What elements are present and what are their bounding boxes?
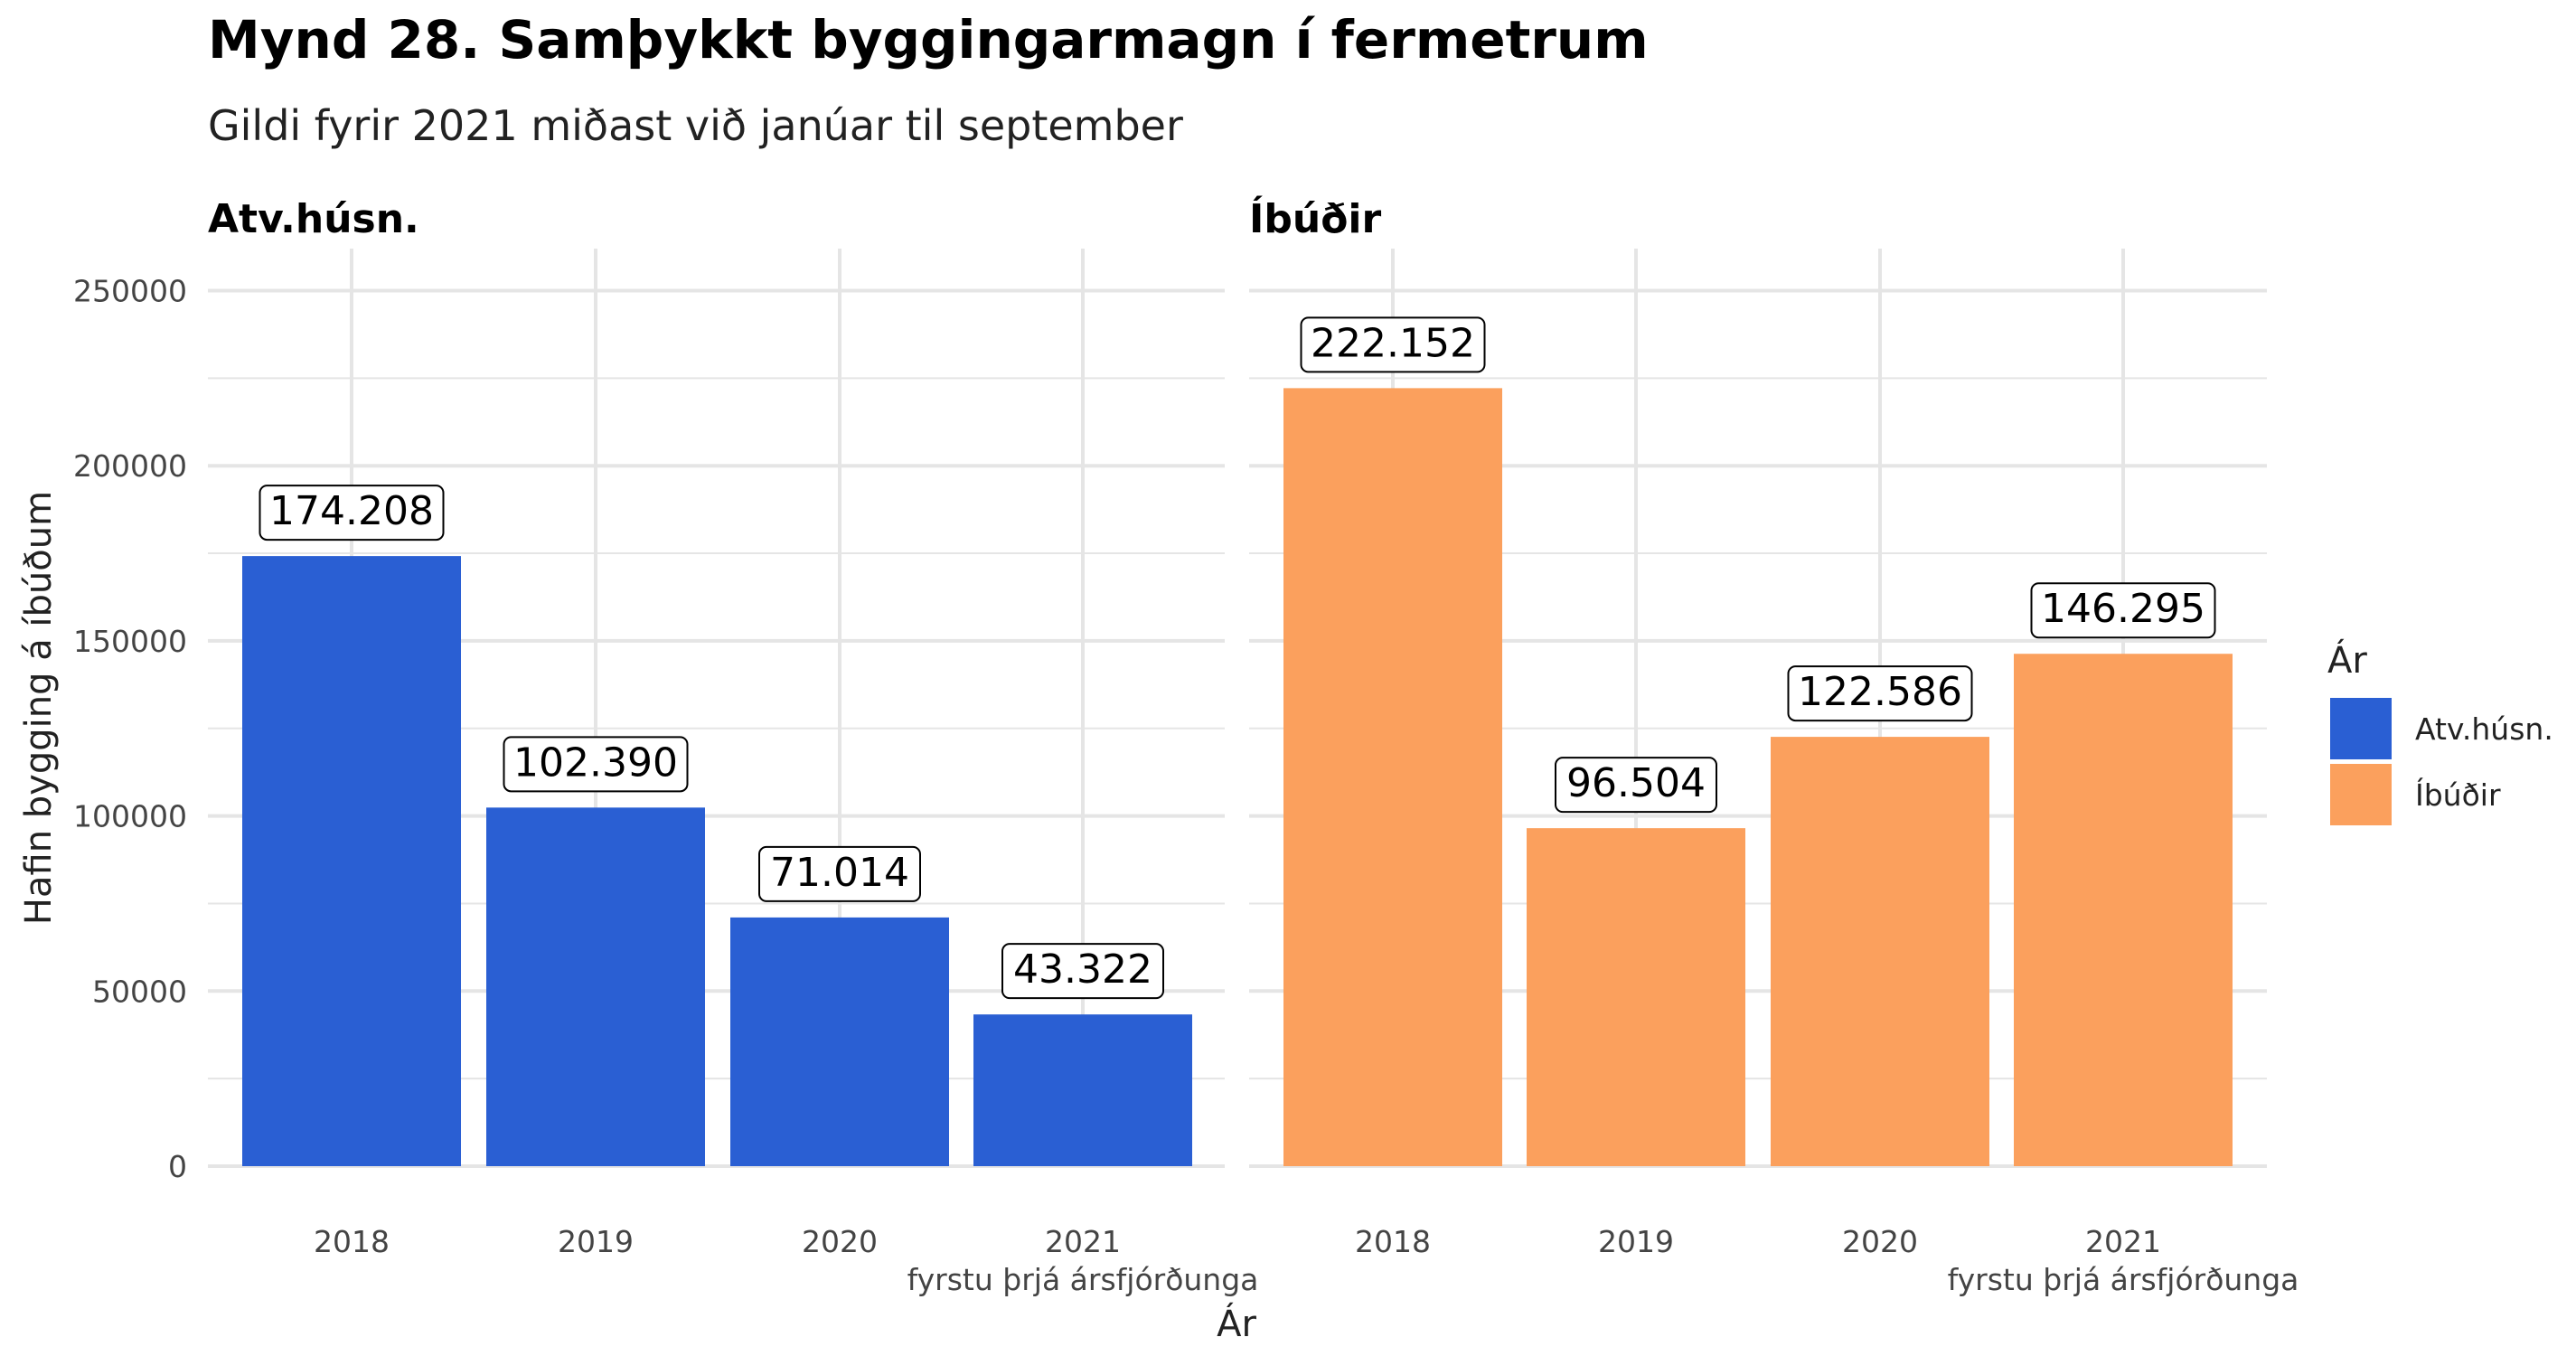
data-label-box bbox=[1001, 943, 1164, 1000]
legend-swatch bbox=[2330, 764, 2392, 825]
legend-title: Ár bbox=[2327, 638, 2367, 682]
bar bbox=[730, 917, 949, 1166]
y-tick-label: 200000 bbox=[73, 448, 187, 484]
y-tick-label: 250000 bbox=[73, 273, 187, 308]
y-tick-label: 150000 bbox=[73, 624, 187, 659]
data-label: 96.504 bbox=[1566, 760, 1706, 806]
x-axis-title: Ár bbox=[1217, 1302, 1256, 1345]
x-tick-label: 2019 bbox=[558, 1224, 634, 1259]
bar bbox=[486, 807, 705, 1166]
x-tick-label: 2020 bbox=[802, 1224, 878, 1259]
data-label: 122.586 bbox=[1798, 669, 1962, 715]
data-label: 222.152 bbox=[1311, 320, 1475, 366]
x-tick-label: 2020 bbox=[1842, 1224, 1918, 1259]
legend-label: Íbúðir bbox=[2415, 777, 2501, 813]
y-tick-label: 0 bbox=[168, 1149, 187, 1184]
y-tick-label: 100000 bbox=[73, 799, 187, 834]
x-tick-label: 2021 bbox=[1045, 1224, 1121, 1259]
chart-title: Mynd 28. Samþykkt byggingarmagn í fermet… bbox=[208, 9, 1649, 71]
bar bbox=[1283, 388, 1502, 1166]
legend-label: Atv.húsn. bbox=[2415, 711, 2553, 747]
x-tick-label: 2018 bbox=[314, 1224, 390, 1259]
panel-title: Íbúðir bbox=[1249, 194, 1382, 242]
panel-title: Atv.húsn. bbox=[208, 196, 419, 242]
bar bbox=[1527, 828, 1745, 1166]
data-label-box bbox=[2030, 582, 2216, 639]
data-label: 102.390 bbox=[513, 739, 678, 786]
legend-swatch bbox=[2330, 698, 2392, 759]
data-label-box bbox=[758, 845, 921, 902]
data-label: 146.295 bbox=[2041, 586, 2205, 632]
y-tick-label: 50000 bbox=[92, 974, 187, 1009]
data-label-box bbox=[503, 736, 689, 793]
y-axis-title: Hafin bygging á íbúðum bbox=[18, 491, 60, 925]
x-tick-label: 2018 bbox=[1355, 1224, 1431, 1259]
chart-subtitle: Gildi fyrir 2021 miðast við janúar til s… bbox=[208, 101, 1183, 150]
x-tick-sublabel: fyrstu þrjá ársfjórðunga bbox=[907, 1262, 1259, 1297]
data-label-box bbox=[1555, 757, 1717, 814]
x-tick-label: 2019 bbox=[1598, 1224, 1674, 1259]
x-tick-label: 2021 bbox=[2085, 1224, 2161, 1259]
data-label: 174.208 bbox=[269, 488, 434, 534]
x-tick-sublabel: fyrstu þrjá ársfjórðunga bbox=[1948, 1262, 2299, 1297]
bar bbox=[973, 1014, 1192, 1166]
data-label-box bbox=[1300, 316, 1486, 373]
data-label-box bbox=[259, 485, 445, 541]
bar bbox=[242, 556, 461, 1166]
data-label: 43.322 bbox=[1013, 946, 1152, 993]
bar bbox=[1771, 737, 1989, 1166]
data-label-box bbox=[1787, 665, 1973, 722]
bar bbox=[2014, 654, 2233, 1166]
data-label: 71.014 bbox=[770, 850, 909, 896]
